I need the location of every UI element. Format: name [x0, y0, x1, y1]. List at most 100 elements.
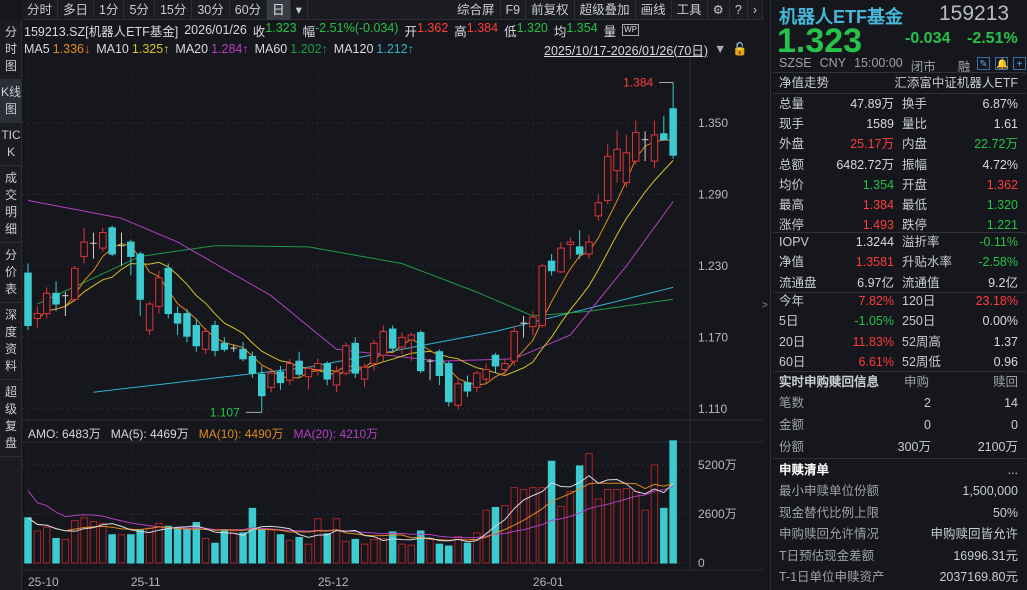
view-tab-4[interactable]: 分价表: [0, 243, 22, 303]
ma20-line: [27, 199, 674, 362]
kline-chart[interactable]: 1.350 1.290 1.230 1.170 1.110 25-10 25-11 25-12…: [22, 58, 763, 590]
ma120-label: MA120: [333, 42, 374, 56]
toolbar-button-3[interactable]: 超级叠加: [575, 0, 636, 20]
view-tab-6[interactable]: 超级复盘: [0, 380, 22, 457]
perf-row-cell: 20日: [779, 334, 806, 349]
left-view-tabs: 分时图 K线图 TICK 成交明细 分价表 深度资料 超级复盘: [0, 20, 22, 590]
toolbar-button-0[interactable]: 综合屏: [452, 0, 501, 20]
toolbar-button-2[interactable]: 前复权: [526, 0, 575, 20]
lock-icon[interactable]: 🔓: [732, 41, 748, 56]
ma10-label: MA10: [96, 42, 129, 56]
period-tab-2[interactable]: 1分: [94, 0, 125, 20]
candle-body: [622, 152, 631, 184]
stat-row-cell: 6482.72万: [836, 157, 894, 172]
period-tab-4[interactable]: 15分: [155, 0, 193, 20]
fund-code: 159213: [939, 2, 1010, 25]
candle-body: [557, 247, 565, 273]
stat-row-cell: 1.384: [862, 198, 894, 212]
open-value: 1.362: [416, 20, 449, 35]
volume-bar: [557, 505, 565, 564]
period-tab-6[interactable]: 60分: [230, 0, 268, 20]
low-value: 1.320: [516, 20, 548, 35]
divider: [773, 72, 1026, 73]
volume-bar: [379, 538, 388, 564]
toolbar-button-5[interactable]: 工具: [672, 0, 708, 20]
candle-body: [388, 328, 397, 349]
subscription-title: 实时申购赎回信息: [779, 375, 880, 389]
date-tick-label: 26-01: [533, 575, 564, 589]
period-tab-3[interactable]: 5分: [124, 0, 155, 20]
volume-bar: [89, 521, 98, 564]
volume-bar: [435, 543, 444, 564]
candle-body: [370, 342, 378, 365]
candle-body: [127, 241, 135, 257]
ma20-value: 1.284↑: [211, 42, 249, 56]
view-tab-2[interactable]: TICK: [0, 123, 22, 166]
view-tab-3[interactable]: 成交明细: [0, 166, 22, 243]
pencil-icon[interactable]: ✎: [977, 57, 990, 70]
period-more-icon[interactable]: ▾: [291, 0, 308, 20]
period-tab-1[interactable]: 多日: [58, 0, 95, 20]
subscription-row: 笔数 2 14: [771, 393, 1027, 413]
toolbar-button-1[interactable]: F9: [501, 0, 527, 20]
stat-row: 外盘 25.17万 内盘 22.72万: [771, 134, 1027, 154]
volume-bar: [454, 536, 462, 564]
change-pair: 幅 -2.51%(-0.034): [303, 21, 399, 40]
nav-trend-row[interactable]: 净值走势 汇添富中证机器人ETF: [771, 73, 1027, 93]
stat-row-cell: 1.320: [986, 198, 1018, 212]
high-label: 高: [454, 24, 467, 39]
candle-body: [286, 363, 294, 381]
stat-row-cell: 振幅: [902, 157, 928, 172]
candle-body: [99, 232, 107, 249]
candle-body: [52, 292, 60, 305]
add-icon[interactable]: +: [1013, 57, 1026, 70]
volume-bar: [603, 489, 612, 564]
candle-body: [267, 372, 275, 388]
view-tab-5[interactable]: 深度资料: [0, 303, 22, 380]
high-pair: 高 1.384: [454, 21, 498, 40]
candle-body: [669, 108, 677, 156]
help-icon[interactable]: ?: [730, 0, 748, 20]
volume-bar: [613, 489, 621, 564]
volume-bar: [239, 532, 247, 564]
perf-row-cell: 0.96: [993, 354, 1018, 369]
toolbar-button-4[interactable]: 画线: [636, 0, 672, 20]
candle-body: [24, 272, 32, 326]
stat-row-cell: 跌停: [902, 218, 928, 233]
perf-row-cell: 60日: [779, 354, 806, 369]
settings-gear-icon[interactable]: ⚙: [708, 0, 730, 20]
view-tab-1[interactable]: K线图: [0, 80, 22, 123]
list-value: 申购赎回皆允许: [930, 527, 1018, 542]
perf-row-cell: 23.18%: [975, 294, 1018, 308]
nav-trend-label[interactable]: 净值走势: [779, 76, 830, 90]
creation-list-row: 最小申赎单位份额 1,500,000: [771, 481, 1027, 501]
amo-label: AMO: 6483万: [28, 427, 101, 441]
volume-bar: [445, 545, 453, 564]
collapse-panel-button[interactable]: >: [762, 300, 768, 311]
bell-icon[interactable]: 🔔: [995, 57, 1009, 70]
volume-bar: [117, 534, 126, 564]
period-tab-7[interactable]: 日: [267, 0, 291, 20]
period-tab-0[interactable]: 分时: [22, 0, 59, 20]
wp-icon[interactable]: WP: [622, 24, 640, 36]
volume-bar: [660, 507, 668, 564]
volume-bar: [314, 518, 322, 564]
stat-row-cell: 现手: [779, 117, 805, 132]
date-range-selector[interactable]: 2025/10/17-2026/01/26(70日): [544, 43, 709, 58]
quote-panel: 机器人ETF基金 159213 1.323 -0.034 -2.51% SZSE CNY 15…: [770, 0, 1027, 590]
perf-row-cell: 5日: [779, 314, 799, 329]
ma60-value: 1.202↑: [290, 42, 328, 56]
candle-body: [613, 148, 621, 172]
candle-body: [454, 383, 462, 406]
volume-bar: [463, 542, 472, 564]
more-button[interactable]: ...: [1007, 463, 1018, 477]
chevron-right-icon[interactable]: ›: [748, 0, 763, 20]
volume-toggle[interactable]: 量: [603, 24, 617, 39]
dropdown-triangle-icon[interactable]: ▼: [714, 42, 727, 56]
period-tab-5[interactable]: 30分: [192, 0, 230, 20]
candle-body: [360, 366, 369, 380]
ma5-pair: MA5 1.336↓: [24, 42, 90, 56]
candle-body: [435, 351, 444, 376]
view-tab-0[interactable]: 分时图: [0, 20, 22, 80]
perf-row: 60日 6.61% 52周低 0.96: [771, 352, 1027, 372]
